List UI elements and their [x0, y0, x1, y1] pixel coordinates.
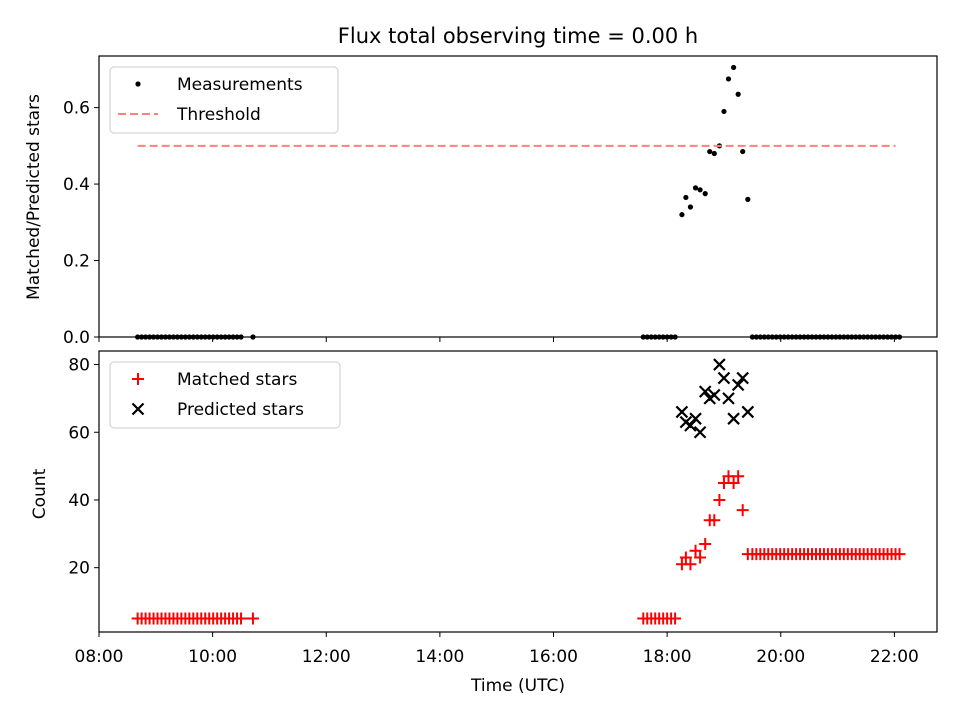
axes-frame	[98, 55, 938, 338]
legend-box	[109, 361, 341, 429]
measurement-point	[735, 91, 741, 97]
matched-star-point	[699, 537, 712, 550]
axes-frame	[98, 350, 938, 633]
predicted-star-point	[717, 371, 731, 385]
top-y-axis-label: Matched/Predicted stars	[24, 94, 44, 300]
matched-star-point	[694, 551, 707, 564]
y-tick-label: 80	[68, 356, 90, 376]
legend: Measurements Threshold	[109, 66, 339, 134]
x-tick-label: 18:00	[643, 647, 692, 667]
measurement-point	[707, 148, 713, 155]
measurement-point	[702, 191, 708, 197]
measurement-point	[721, 108, 727, 115]
measurement-point	[679, 212, 685, 218]
y-tick-label: 0.6	[63, 99, 90, 119]
legend-box	[109, 66, 339, 134]
predicted-star-point	[675, 405, 689, 419]
y-tick-label: 60	[68, 423, 90, 443]
chart-title: Flux total observing time = 0.00 h	[338, 24, 698, 48]
predicted-star-point	[741, 405, 755, 419]
legend-handle	[131, 402, 145, 416]
measurement-point	[711, 150, 717, 157]
y-tick-label: 0.4	[63, 175, 90, 195]
predicted-star-point	[689, 412, 702, 425]
x-tick-label: 12:00	[302, 647, 351, 667]
legend-label: Matched stars	[177, 370, 297, 390]
matched-star-point	[893, 548, 906, 561]
matched-star-point	[246, 612, 259, 625]
x-tick-label: 22:00	[870, 647, 919, 667]
matched-star-point	[679, 551, 692, 564]
matched-star-point	[736, 504, 749, 517]
legend-label: Measurements	[177, 75, 303, 95]
predicted-star-point	[731, 378, 745, 392]
top-panel: 0.0 0.2 0.4 0.6 Measurements Threshold	[63, 55, 938, 348]
predicted-star-point	[698, 385, 712, 398]
x-tick-label: 20:00	[756, 647, 805, 667]
measurement-point	[697, 187, 703, 193]
matched-star-point	[669, 612, 682, 625]
series-predicted-stars	[675, 358, 755, 439]
legend-handle	[135, 81, 141, 87]
predicted-star-point	[684, 419, 697, 432]
matched-star-point	[708, 514, 721, 527]
matched-star-point	[684, 558, 697, 571]
bottom-panel: 20 40 60 80 08:00 10:00 12:00 14:00 16:00 18:00 20…	[68, 350, 938, 667]
predicted-star-point	[708, 388, 721, 402]
matched-star-point	[732, 470, 745, 483]
matched-star-point	[689, 544, 702, 557]
measurement-point	[692, 185, 699, 191]
legend: Matched stars Predicted stars	[109, 361, 341, 429]
measurement-point	[725, 76, 732, 82]
legend-handle	[132, 373, 144, 385]
x-tick-label: 10:00	[188, 647, 237, 667]
measurement-point	[745, 196, 751, 202]
predicted-star-point	[722, 392, 735, 405]
measurement-point	[731, 64, 737, 71]
x-axis-label: Time (UTC)	[470, 676, 565, 696]
legend-label: Predicted stars	[177, 400, 304, 420]
series-measurements	[135, 64, 903, 340]
predicted-star-point	[727, 412, 740, 425]
predicted-star-point	[693, 425, 707, 439]
x-tick-label: 16:00	[529, 647, 578, 667]
measurement-point	[687, 204, 694, 210]
x-tick-label: 14:00	[415, 647, 464, 667]
measurement-point	[740, 148, 746, 155]
measurement-point	[683, 194, 689, 201]
y-tick-label: 20	[68, 559, 90, 579]
bottom-y-axis-label: Count	[30, 468, 50, 519]
legend-label: Threshold	[176, 105, 261, 125]
matched-star-point	[235, 612, 248, 625]
y-tick-label: 0.0	[63, 328, 90, 348]
y-tick-label: 0.2	[63, 252, 90, 272]
series-matched-stars	[131, 470, 906, 625]
predicted-star-point	[713, 358, 726, 371]
matched-star-point	[727, 477, 740, 490]
predicted-star-point	[736, 371, 749, 385]
matched-star-point	[713, 493, 726, 506]
y-tick-label: 40	[68, 491, 90, 511]
x-tick-label: 08:00	[75, 647, 124, 667]
